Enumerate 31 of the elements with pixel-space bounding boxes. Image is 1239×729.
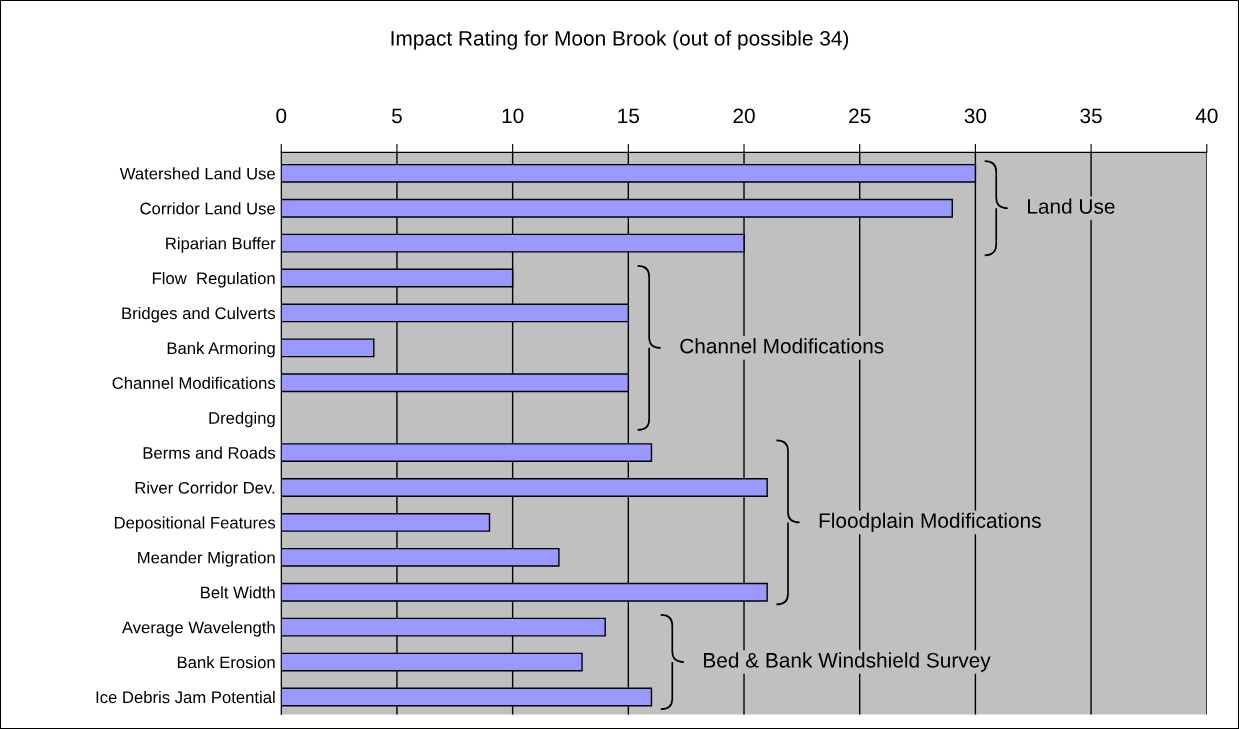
- y-tick-label: Channel Modifications: [112, 376, 276, 389]
- x-tick-label: 20: [733, 108, 755, 124]
- x-tick-label: 25: [849, 108, 871, 124]
- x-tick-label: 10: [502, 108, 524, 124]
- x-tick-label: 5: [391, 108, 402, 124]
- y-tick-label: Bank Erosion: [177, 656, 275, 669]
- x-tick-label: 0: [276, 108, 287, 124]
- bar: [281, 338, 375, 358]
- y-tick-label: Dredging: [209, 411, 275, 428]
- chart-title: Impact Rating for Moon Brook (out of possible 34): [391, 30, 849, 50]
- x-tick-label: 15: [618, 108, 640, 124]
- y-tick-label: Bridges and Culverts: [122, 306, 276, 323]
- y-tick-label: Belt Width: [201, 586, 275, 599]
- y-tick-label: Meander Migration: [138, 551, 275, 567]
- y-tick-label: Berms and Roads: [143, 446, 276, 459]
- annotation: Bed & Bank Windshield Survey: [704, 652, 991, 672]
- y-tick-label: Depositional Features: [114, 516, 276, 532]
- annotation: Floodplain Modifications: [819, 512, 1041, 533]
- x-tick-label: 40: [1195, 108, 1218, 124]
- y-tick-label: Bank Armoring: [167, 341, 275, 358]
- x-tick-label: 30: [964, 108, 987, 124]
- y-tick-label: River Corridor Dev.: [135, 481, 275, 494]
- y-tick-label: Watershed Land Use: [119, 167, 275, 180]
- y-tick-label: Average Wavelength: [121, 621, 275, 637]
- x-tick-label: 35: [1080, 108, 1102, 124]
- y-tick-label: Ice Debris Jam Potential: [96, 690, 275, 704]
- y-tick-label: Flow Regulation: [152, 272, 275, 288]
- y-tick-label: Corridor Land Use: [140, 202, 275, 215]
- y-tick-label: Riparian Buffer: [166, 237, 276, 253]
- annotation: Channel Modifications: [680, 338, 884, 354]
- annotation: Land Use: [1028, 198, 1115, 214]
